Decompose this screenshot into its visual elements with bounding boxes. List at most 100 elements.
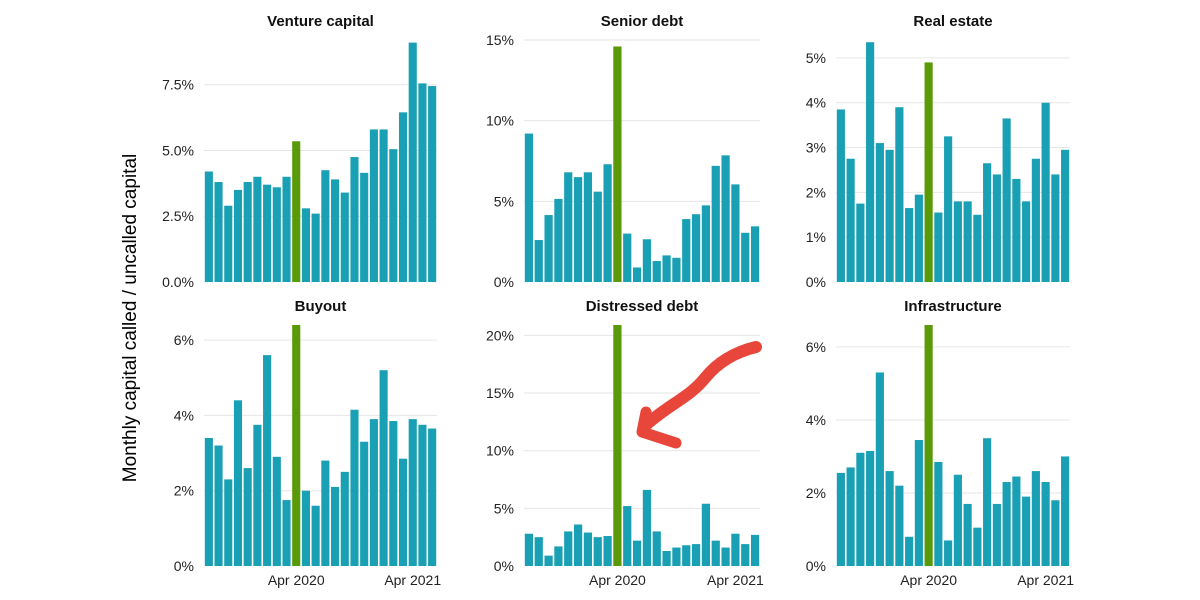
x-tick-label: Apr 2020 [589, 572, 646, 588]
bar [682, 219, 691, 282]
bar [963, 503, 972, 566]
bar [672, 257, 681, 282]
y-axis-label: Monthly capital called / uncalled capita… [120, 154, 141, 482]
x-tick-label: Apr 2020 [268, 572, 325, 588]
bar [1012, 178, 1021, 282]
bar [1041, 482, 1050, 566]
bar [1002, 118, 1011, 283]
panel-venture-capital: Venture capital 0.0% 2.5% 5.0% 7.5% [162, 13, 437, 290]
bar [632, 540, 642, 566]
bar [233, 189, 243, 282]
bar [1051, 174, 1060, 282]
bar [360, 172, 369, 282]
bar [905, 536, 914, 566]
bar [331, 486, 340, 566]
bar [914, 440, 923, 566]
y-tick-label: 4% [806, 412, 826, 428]
y-tick-label: 1% [806, 229, 826, 245]
y-tick-label: 6% [806, 339, 826, 355]
bar [1012, 476, 1021, 566]
bar [895, 107, 904, 282]
bar-highlight [924, 62, 933, 282]
bar [583, 532, 593, 566]
bar [992, 503, 1001, 566]
bar [224, 479, 233, 566]
bar [1022, 201, 1031, 282]
bar [944, 540, 953, 566]
bar [544, 215, 553, 282]
bar [701, 503, 711, 566]
bar [1061, 456, 1070, 566]
bar [524, 533, 534, 566]
y-tick-label: 0.0% [162, 274, 194, 290]
bar [214, 182, 223, 282]
bar [934, 461, 943, 566]
bar [623, 506, 632, 566]
y-tick-label: 0% [494, 274, 514, 290]
bar [534, 240, 543, 282]
y-tick-label: 15% [486, 32, 514, 48]
panel-title-distressed-debt: Distressed debt [586, 298, 699, 315]
bar [253, 176, 262, 282]
bar-highlight [613, 46, 622, 283]
y-tick-label: 2% [806, 184, 826, 200]
bar [331, 179, 340, 282]
bar [652, 261, 661, 282]
bar [973, 527, 982, 566]
bar [875, 143, 884, 282]
bar [301, 490, 310, 566]
bar [866, 42, 875, 282]
bar [1031, 471, 1040, 566]
bar [360, 441, 369, 566]
panel-title-real-estate: Real estate [913, 13, 992, 30]
bar [1002, 482, 1011, 566]
bar [408, 42, 417, 282]
bar [1041, 102, 1050, 283]
panel-title-infrastructure: Infrastructure [904, 298, 1002, 315]
x-tick-label: Apr 2020 [900, 572, 957, 588]
bar [885, 471, 894, 566]
panel-infrastructure: Infrastructure 0% 2% 4% 6% Apr 2020 Apr 2021 [806, 298, 1074, 588]
bar [642, 489, 652, 566]
bar [750, 226, 760, 282]
bar [691, 544, 701, 566]
bar [662, 255, 671, 282]
panel-real-estate: Real estate 0% 1% 2% 3% 4% 5% [806, 13, 1070, 290]
x-tick-label: Apr 2021 [707, 572, 764, 588]
y-tick-label: 7.5% [162, 77, 194, 93]
y-tick-label: 5% [494, 193, 514, 209]
bar [340, 192, 349, 282]
y-tick-label: 5% [494, 500, 514, 516]
bar [350, 409, 359, 566]
panel-buyout: Buyout 0% 2% 4% 6% Apr 2020 Apr 2021 [174, 298, 442, 588]
bar [554, 198, 563, 282]
bar [836, 109, 845, 283]
bar [369, 129, 378, 282]
y-tick-label: 20% [486, 327, 514, 343]
bar [983, 438, 992, 566]
bar [321, 460, 330, 566]
y-tick-label: 2% [806, 485, 826, 501]
bar [204, 171, 213, 282]
y-tick-label: 2.5% [162, 208, 194, 224]
bar [379, 129, 388, 282]
bar [573, 177, 583, 282]
bar [204, 437, 213, 566]
bar [885, 149, 894, 282]
bar [721, 547, 730, 566]
bar [672, 547, 681, 566]
annotation-arrow [636, 341, 762, 449]
panel-senior-debt: Senior debt 0% 5% 10% 15% [486, 13, 760, 290]
bar [983, 163, 992, 282]
bar [593, 537, 602, 566]
bar [632, 267, 642, 282]
bar [934, 212, 943, 282]
bar [721, 155, 730, 282]
bar [272, 456, 281, 566]
bar [875, 372, 884, 566]
bar [846, 467, 855, 566]
bar [224, 205, 233, 282]
bar [856, 452, 865, 566]
y-tick-label: 4% [174, 407, 194, 423]
